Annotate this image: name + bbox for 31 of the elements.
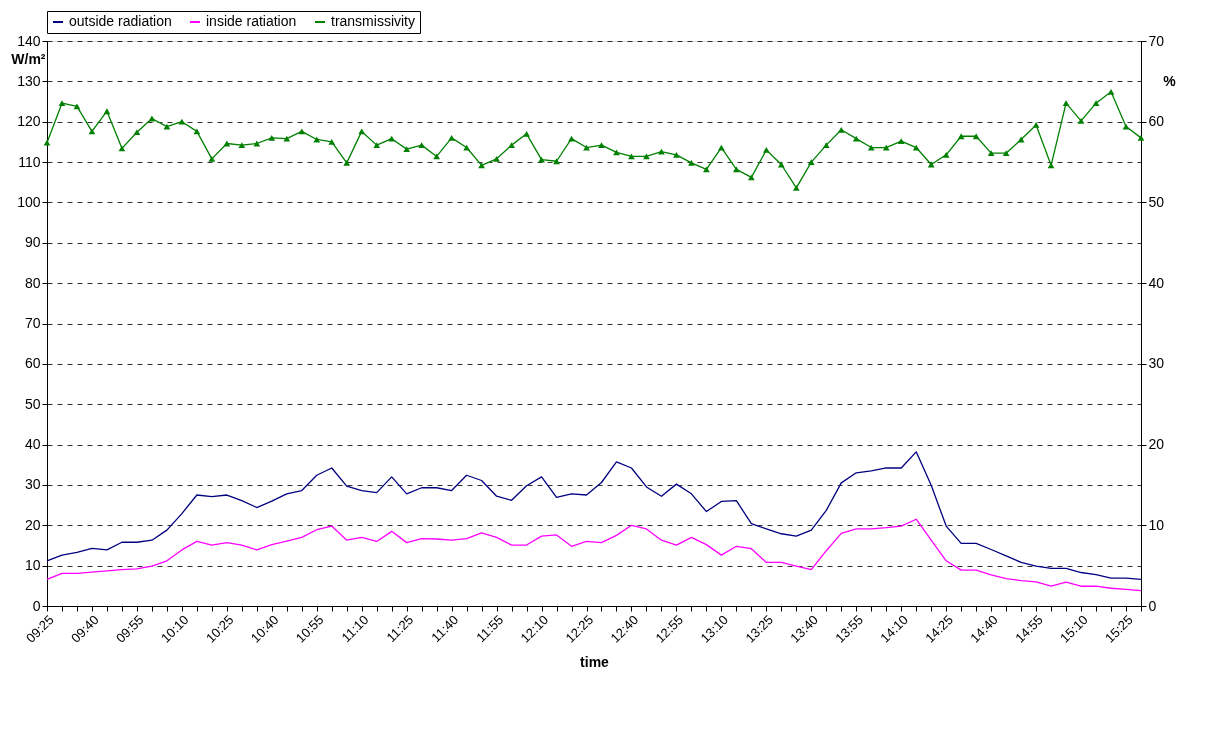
y2-axis-title: % bbox=[1163, 72, 1177, 89]
y-tick-label: 0 bbox=[32, 597, 41, 614]
legend-label: inside ratiation bbox=[206, 13, 297, 29]
y-tick-label: 30 bbox=[24, 476, 41, 493]
y-tick-label: 20 bbox=[24, 516, 41, 533]
y-tick-label: 60 bbox=[24, 355, 41, 372]
y2-tick-label: 70 bbox=[1148, 32, 1165, 49]
y-tick-label: 120 bbox=[17, 113, 41, 130]
y-tick-label: 50 bbox=[24, 395, 41, 412]
legend-label: transmissivity bbox=[331, 13, 416, 29]
y2-tick-label: 10 bbox=[1148, 516, 1165, 533]
y2-tick-label: 0 bbox=[1148, 597, 1157, 614]
y2-tick-label: 20 bbox=[1148, 436, 1165, 453]
y-tick-label: 80 bbox=[24, 274, 41, 291]
y-tick-label: 10 bbox=[24, 557, 41, 574]
line-series bbox=[46, 451, 1142, 581]
y-tick-label: 130 bbox=[17, 72, 41, 89]
y-tick-label: 40 bbox=[24, 436, 41, 453]
y2-tick-label: 50 bbox=[1148, 193, 1165, 210]
line-series bbox=[46, 518, 1142, 592]
legend-label: outside radiation bbox=[69, 13, 172, 29]
y-tick-label: 100 bbox=[17, 193, 41, 210]
y-tick-label: 70 bbox=[24, 315, 41, 331]
y-axis-title: W/m² bbox=[11, 50, 46, 67]
y-tick-label: 140 bbox=[17, 32, 41, 49]
y2-tick-label: 30 bbox=[1148, 355, 1165, 372]
y-tick-label: 90 bbox=[24, 234, 41, 251]
y2-tick-label: 40 bbox=[1148, 274, 1165, 291]
y-tick-label: 110 bbox=[18, 153, 41, 170]
y2-tick-label: 60 bbox=[1148, 113, 1165, 130]
x-axis-title: time bbox=[580, 653, 610, 670]
